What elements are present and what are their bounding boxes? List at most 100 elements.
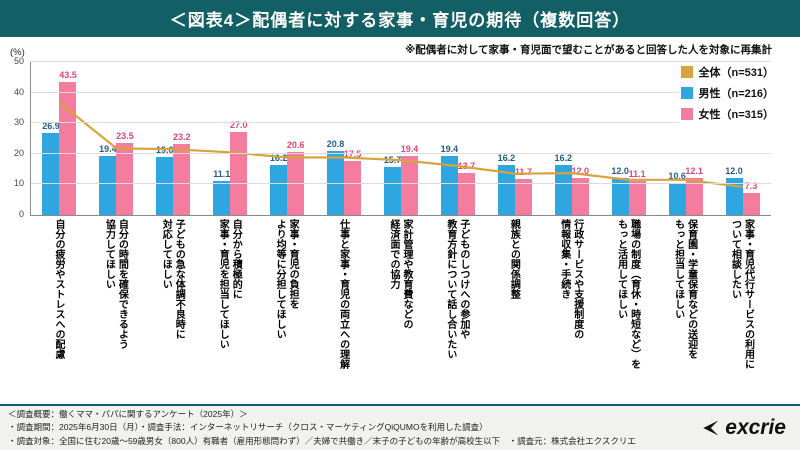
category-label-text: 家事・育児の負担を より均等に分担してほしい xyxy=(274,219,299,339)
bar-group: 19.4 13.7 xyxy=(429,62,486,215)
bar-group: 19.4 23.5 xyxy=(88,62,145,215)
category-label-text: 保育園・学童保育などの送迎を もっと担当してほしい xyxy=(672,219,697,359)
page-title: ＜図表4＞配偶者に対する家事・育児の期待（複数回答） xyxy=(169,11,631,30)
legend-item-female: 女性（n=315） xyxy=(680,106,775,122)
bar-value-label: 23.5 xyxy=(116,131,134,142)
bar-value-label: 12.0 xyxy=(611,166,629,177)
plot-area: 26.9 43.5 19.4 23.5 19.0 23.2 11.1 27.0 16.2 20.6… xyxy=(30,61,771,216)
category-label: 子どもの急な体調不良時に 対応してほしい xyxy=(144,219,201,402)
category-label: 自分の疲労やストレスへの配慮 xyxy=(30,219,87,402)
survey-footer: ＜調査概要：働くママ・パパに関するアンケート（2025年）＞ ・調査期間：202… xyxy=(0,404,800,450)
recalculation-note: ※配偶者に対して家事・育児面で望むことがあると回答した人を対象に再集計 xyxy=(405,44,772,56)
bar-value-label: 11.7 xyxy=(514,167,532,178)
legend-swatch-total xyxy=(680,66,693,78)
survey-period-method-line: ・調査期間：2025年6月30日（月）・調査手法：インターネットリサーチ（クロス… xyxy=(8,422,488,433)
female-bar: 23.5 xyxy=(116,131,134,215)
logo-text: excrie xyxy=(725,416,786,439)
female-bar: 23.2 xyxy=(173,132,191,215)
bar-series-container: 26.9 43.5 19.4 23.5 19.0 23.2 11.1 27.0 16.2 20.6… xyxy=(31,62,771,215)
bar-group: 11.1 27.0 xyxy=(202,62,259,215)
y-axis-unit-label: (%) xyxy=(10,47,25,58)
legend-label-male: 男性（n=216） xyxy=(698,88,775,100)
bar-value-label: 10.6 xyxy=(668,170,686,181)
y-tick-label: 20 xyxy=(13,147,24,158)
female-bar: 43.5 xyxy=(59,70,77,215)
bar-group: 26.9 43.5 xyxy=(31,62,88,215)
category-label-text: 自分の時間を確保できるよう 協力してほしい xyxy=(103,219,128,349)
category-label: 家事・育児代行サービスの利用に ついて相談したい xyxy=(713,219,770,402)
bar-value-label: 15.7 xyxy=(383,154,402,165)
bar-group: 15.7 19.4 xyxy=(373,62,430,215)
category-label-text: 子どものしつけへの参加や 教育方針について話し合いたい xyxy=(444,219,469,359)
bar-value-label: 12.1 xyxy=(685,165,703,176)
category-axis: 自分の疲労やストレスへの配慮 自分の時間を確保できるよう 協力してほしい 子どもの急… xyxy=(30,219,770,402)
category-label-text: 職場の制度（育休・時短など）を もっと活用してほしい xyxy=(615,219,640,369)
male-bar: 16.2 xyxy=(554,153,572,215)
category-label: 仕事と家事・育児の両立への理解 xyxy=(315,219,372,402)
male-bar: 15.7 xyxy=(384,155,401,215)
category-label: 行政サービスや支援制度の 情報収集・手続き xyxy=(542,219,599,402)
category-label-text: 子どもの急な体調不良時に 対応してほしい xyxy=(160,219,185,339)
y-tick-label: 40 xyxy=(13,86,24,97)
gridline xyxy=(31,61,771,62)
bar-value-label: 17.5 xyxy=(343,149,362,160)
category-label: 親族との関係調整 xyxy=(485,219,542,402)
bar-value-label: 16.2 xyxy=(554,153,573,164)
female-bar: 11.1 xyxy=(629,169,646,215)
male-bar: 19.4 xyxy=(99,144,117,215)
bar-group: 12.0 11.1 xyxy=(600,62,657,215)
male-bar: 16.2 xyxy=(270,153,287,215)
category-label: 自分から積極的に 家事・育児を担当してほしい xyxy=(201,219,258,402)
gridline xyxy=(31,122,771,124)
category-label: 子どものしつけへの参加や 教育方針について話し合いたい xyxy=(428,219,485,402)
survey-target-source-line: ・調査対象：全国に住む20歳～59歳男女（800人）有職者（雇用形態問わず）／夫… xyxy=(8,435,636,446)
bar-group: 19.0 23.2 xyxy=(145,62,202,215)
survey-overview-line: ＜調査概要：働くママ・パパに関するアンケート（2025年）＞ xyxy=(8,409,248,420)
female-bar: 27.0 xyxy=(230,120,247,215)
female-bar: 7.3 xyxy=(742,181,760,215)
category-label: 自分の時間を確保できるよう 協力してほしい xyxy=(87,219,144,402)
category-label-text: 親族との関係調整 xyxy=(508,219,520,299)
category-label-text: 家事・育児代行サービスの利用に ついて相談したい xyxy=(729,219,754,369)
category-label-text: 行政サービスや支援制度の 情報収集・手続き xyxy=(558,219,583,339)
bar-value-label: 13.7 xyxy=(457,161,476,172)
bar-value-label: 26.9 xyxy=(42,120,60,131)
legend: 全体（n=531） 男性（n=216） 女性（n=315） xyxy=(678,62,776,124)
bar-value-label: 12.0 xyxy=(725,166,743,177)
female-bar: 13.7 xyxy=(458,161,475,215)
legend-label-female: 女性（n=315） xyxy=(698,109,775,121)
male-bar: 16.2 xyxy=(498,153,515,215)
bar-value-label: 43.5 xyxy=(59,69,77,80)
bar-value-label: 16.2 xyxy=(497,153,516,164)
bar-value-label: 23.2 xyxy=(173,132,191,143)
category-label: 職場の制度（育休・時短など）を もっと活用してほしい xyxy=(599,219,656,402)
bar-group: 16.2 11.7 xyxy=(486,62,543,215)
bar-value-label: 11.1 xyxy=(628,169,646,180)
gridline xyxy=(31,91,771,93)
gridline xyxy=(31,183,771,185)
y-tick-label: 10 xyxy=(13,178,24,189)
swallow-bird-icon xyxy=(703,420,719,436)
bar-value-label: 20.6 xyxy=(286,139,305,150)
category-label: 家事・育児の負担を より均等に分担してほしい xyxy=(258,219,315,402)
bar-value-label: 16.2 xyxy=(269,153,288,164)
legend-swatch-male xyxy=(680,87,693,99)
legend-item-male: 男性（n=216） xyxy=(680,85,775,101)
category-label-text: 自分から積極的に 家事・育児を担当してほしい xyxy=(217,219,242,349)
male-bar: 19.4 xyxy=(441,144,458,215)
chart-title-bar: ＜図表4＞配偶者に対する家事・育児の期待（複数回答） xyxy=(0,0,800,37)
bar-value-label: 20.8 xyxy=(326,139,345,150)
bar-value-label: 12.0 xyxy=(571,166,590,177)
category-label: 家計管理や教育費などの 経済面での協力 xyxy=(372,219,429,402)
y-tick-label: 30 xyxy=(13,117,24,128)
female-bar: 19.4 xyxy=(401,144,418,215)
bar-group: 20.8 17.5 xyxy=(316,62,373,215)
bar-value-label: 7.3 xyxy=(744,180,758,191)
legend-item-total: 全体（n=531） xyxy=(680,64,774,80)
bar-value-label: 11.1 xyxy=(213,169,231,180)
excrie-logo: excrie xyxy=(700,416,786,440)
male-bar: 19.0 xyxy=(156,145,174,215)
male-bar: 11.1 xyxy=(213,169,230,215)
y-tick-label: 0 xyxy=(18,209,24,219)
